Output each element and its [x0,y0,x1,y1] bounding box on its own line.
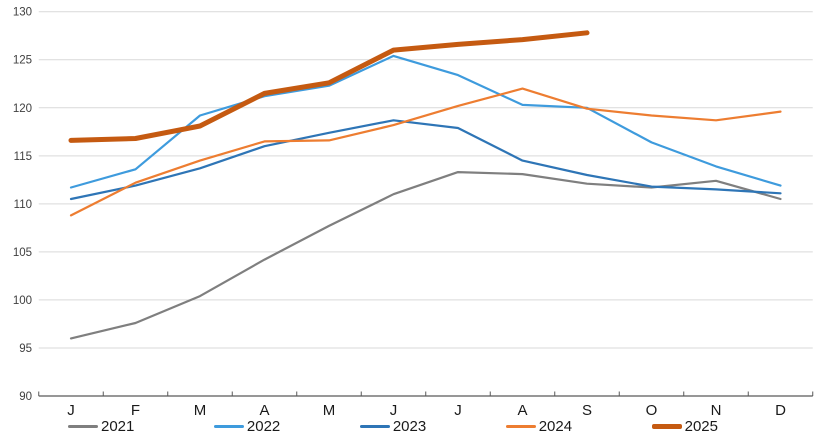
y-axis-label-100: 100 [13,295,32,307]
legend-item-2021: 2021 [68,419,134,434]
chart-legend: 2021 2022 2023 2024 2025 [68,419,718,434]
series-line-2025 [68,30,590,143]
legend-swatch-2024 [505,425,536,428]
y-axis-label-120: 120 [13,103,32,115]
legend-label-2022: 2022 [246,418,281,435]
x-axis-label-5: J [390,402,398,419]
x-axis-label-4: M [323,402,336,419]
legend-item-2023: 2023 [359,418,427,435]
y-axis-label-95: 95 [19,343,32,355]
series-line-2022 [69,54,782,189]
x-axis-label-9: O [646,402,658,419]
legend-label-2024: 2024 [538,418,573,435]
series-line-2023 [69,119,782,201]
legend-swatch-2021 [68,425,98,428]
x-axis-label-2: M [194,402,207,419]
x-axis-label-8: S [582,402,592,419]
series-line-2021 [69,171,782,340]
legend-label-2025: 2025 [684,418,718,435]
x-axis-label-6: J [454,402,462,419]
legend-item-2022: 2022 [213,418,281,435]
legend-item-2024: 2024 [505,418,573,435]
x-axis-label-3: A [259,402,269,419]
x-axis-label-11: D [775,402,786,419]
y-axis-label-110: 110 [14,199,32,211]
x-axis-label-7: A [517,402,527,419]
x-axis-label-0: J [67,402,75,419]
legend-swatch-2023 [359,425,390,428]
legend-swatch-2025 [651,424,682,429]
legend-swatch-2022 [213,425,244,428]
legend-label-2021: 2021 [101,418,135,435]
x-axis-label-1: F [131,402,140,419]
y-axis-label-115: 115 [14,151,32,163]
series-line-2024 [69,87,782,217]
y-axis-label-105: 105 [13,247,32,259]
y-axis-label-125: 125 [13,55,32,67]
legend-item-2025: 2025 [651,418,718,435]
legend-label-2023: 2023 [392,418,427,435]
y-axis-label-90: 90 [19,391,32,403]
y-axis-label-130: 130 [13,7,32,19]
x-axis-label-10: N [711,402,722,419]
